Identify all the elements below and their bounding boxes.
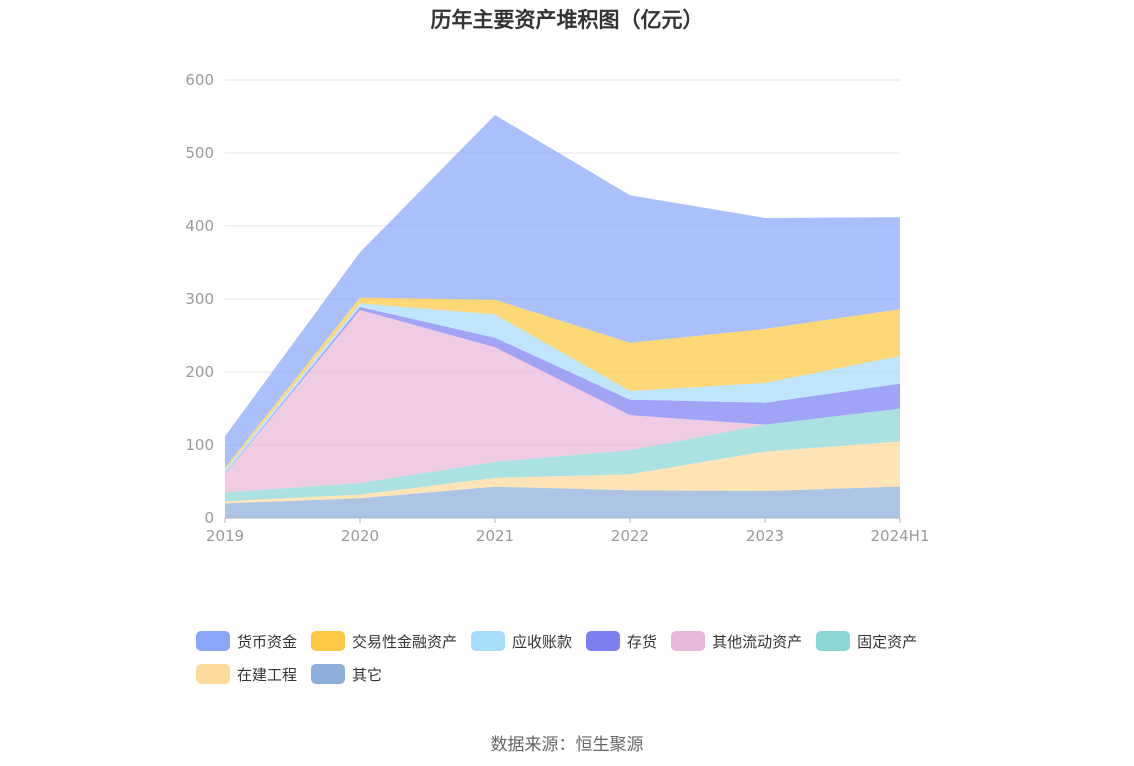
legend-item[interactable]: 交易性金融资产 (311, 630, 457, 652)
area-series (225, 115, 900, 518)
chart-legend: 货币资金 交易性金融资产 应收账款 存货 其他流动资产 固定资产在建工程 其它 (196, 630, 956, 685)
area-series-3 (225, 408, 900, 502)
legend-item[interactable]: 存货 (586, 630, 657, 652)
legend-label: 其他流动资产 (712, 632, 803, 651)
legend-label: 固定资产 (857, 632, 918, 651)
legend-swatch (816, 631, 851, 651)
x-tick-label: 2022 (611, 527, 649, 545)
legend-swatch (196, 631, 230, 651)
x-tick-label: 2020 (341, 527, 379, 545)
y-tick-label: 600 (185, 71, 214, 89)
legend-item[interactable]: 在建工程 (196, 663, 297, 685)
axes: 0 100 200 300 400 500 600 2019 2020 2021 2022 2023 2… (185, 71, 929, 545)
area-series-1 (225, 486, 900, 518)
y-tick-label: 400 (185, 217, 214, 235)
legend-swatch (671, 631, 706, 651)
y-tick-label: 200 (185, 363, 214, 381)
legend-swatch (196, 664, 230, 684)
x-tick-label: 2019 (206, 527, 244, 545)
legend-item[interactable]: 应收账款 (471, 630, 572, 652)
legend-swatch (311, 664, 346, 684)
area-series-4 (225, 310, 900, 493)
x-tick-label: 2021 (476, 527, 514, 545)
legend-item[interactable]: 其他流动资产 (671, 630, 802, 652)
legend-label: 在建工程 (237, 665, 298, 684)
area-series-6 (225, 303, 900, 474)
stacked-area-chart: 0 100 200 300 400 500 600 2019 2020 2021 2022 2023 2… (185, 71, 929, 545)
legend-swatch (471, 631, 506, 651)
legend-item[interactable]: 货币资金 (196, 630, 297, 652)
legend-label: 交易性金融资产 (352, 632, 458, 651)
legend-item[interactable]: 固定资产 (816, 630, 917, 652)
legend-label: 应收账款 (512, 632, 573, 651)
legend-swatch (586, 631, 621, 651)
area-series-2 (225, 441, 900, 504)
y-tick-label: 100 (185, 436, 214, 454)
area-series-8 (225, 115, 900, 468)
area-series-7 (225, 297, 900, 470)
x-tick-label: 2023 (746, 527, 784, 545)
legend-item[interactable]: 其它 (311, 663, 382, 685)
legend-label: 其它 (352, 665, 383, 684)
chart-title: 历年主要资产堆积图（亿元） (430, 8, 704, 32)
y-tick-label: 500 (185, 144, 214, 162)
legend-label: 货币资金 (237, 632, 298, 651)
y-tick-label: 300 (185, 290, 214, 308)
legend-label: 存货 (627, 632, 658, 651)
y-tick-label: 0 (204, 509, 214, 527)
legend-swatch (311, 631, 346, 651)
x-tick-label: 2024H1 (871, 527, 930, 545)
data-source: 数据来源：恒生聚源 (490, 735, 644, 755)
